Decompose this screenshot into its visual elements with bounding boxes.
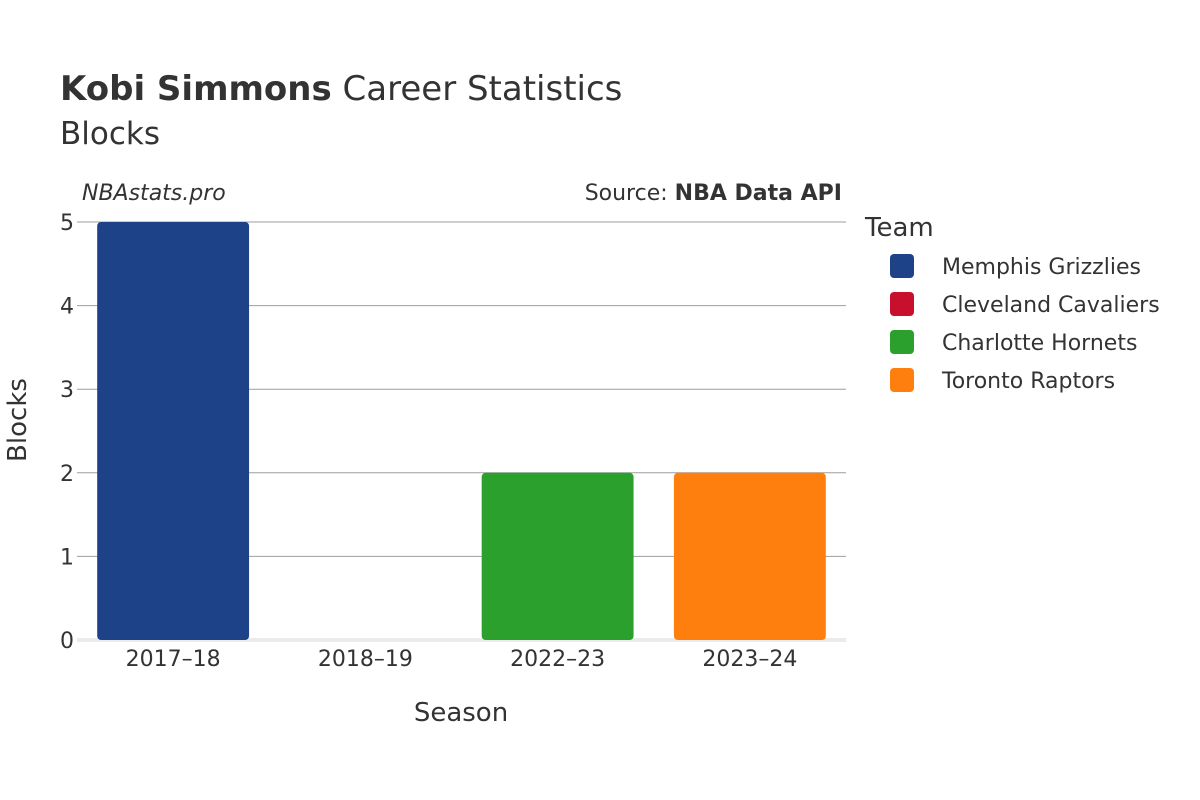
legend-title: Team [864,213,934,243]
x-tick-label: 2023–24 [702,647,797,672]
x-tick-label: 2022–23 [510,647,605,672]
y-tick-label: 5 [60,211,74,236]
watermark: NBAstats.pro [82,181,226,206]
source-name: NBA Data API [675,181,842,206]
legend-label: Toronto Raptors [941,369,1115,394]
chart-subtitle: Blocks [60,116,160,152]
legend-swatch [890,292,914,316]
y-tick-label: 0 [60,629,74,654]
bar-2017–18[interactable] [97,222,250,640]
y-tick-label: 3 [60,378,74,403]
legend-entry[interactable]: Toronto Raptors [890,368,1115,394]
chart-title: Kobi Simmons Career Statistics [60,69,622,109]
x-tick-label: 2018–19 [318,647,413,672]
y-axis-title: Blocks [3,378,33,462]
bar-2022–23[interactable] [481,472,634,640]
legend-label: Memphis Grizzlies [942,255,1141,280]
x-axis-ticks: 2017–18 2018–19 2022–23 2023–24 [126,647,798,672]
legend-swatch [890,254,914,278]
legend-label: Cleveland Cavaliers [942,293,1160,318]
bar-2023–24[interactable] [673,472,826,640]
source-prefix: Source: [585,181,675,206]
legend: Team Memphis Grizzlies Cleveland Cavalier… [864,213,1160,394]
legend-entry[interactable]: Memphis Grizzlies [890,254,1141,280]
x-axis-baseline [77,638,846,642]
legend-swatch [890,368,914,392]
source-attribution: Source: NBA Data API [585,181,842,206]
bars [97,222,826,641]
chart-title-player: Kobi Simmons [60,69,332,109]
legend-entries: Memphis Grizzlies Cleveland Cavaliers Char… [890,254,1160,394]
x-axis-title: Season [414,698,508,728]
legend-swatch [890,330,914,354]
legend-entry[interactable]: Charlotte Hornets [890,330,1137,356]
legend-label: Charlotte Hornets [942,331,1137,356]
x-tick-label: 2017–18 [126,647,221,672]
y-tick-label: 4 [60,295,74,320]
y-tick-label: 2 [60,462,74,487]
legend-entry[interactable]: Cleveland Cavaliers [890,292,1160,318]
chart-title-rest: Career Statistics [343,69,623,109]
y-axis-ticks: 0 1 2 3 4 5 [60,211,74,654]
y-tick-label: 1 [60,545,74,570]
